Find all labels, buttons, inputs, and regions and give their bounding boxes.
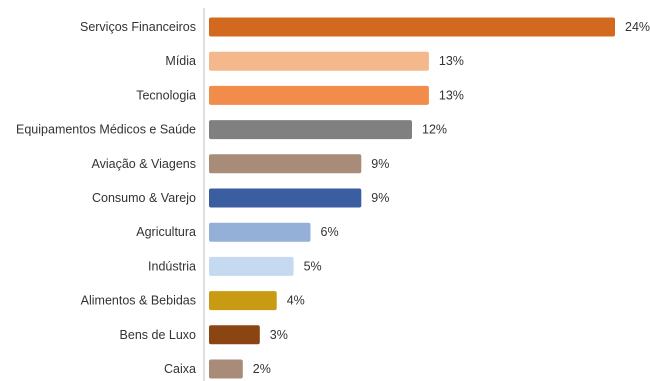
category-label-3: Equipamentos Médicos e Saúde (16, 123, 196, 137)
category-labels-group: Serviços Financeiros Mídia Tecnologia Equip… (16, 20, 196, 376)
category-label-6: Agricultura (136, 225, 196, 239)
bar-9 (209, 325, 260, 345)
category-label-9: Bens de Luxo (120, 328, 196, 342)
bar-1 (209, 51, 429, 71)
value-label-5: 9% (371, 191, 389, 205)
value-label-1: 13% (439, 54, 464, 68)
category-label-7: Indústria (148, 259, 196, 273)
category-label-2: Tecnologia (136, 88, 196, 102)
value-label-9: 3% (270, 328, 288, 342)
value-label-6: 6% (321, 225, 339, 239)
bar-10 (209, 359, 243, 379)
bar-8 (209, 291, 277, 311)
category-label-0: Serviços Financeiros (80, 20, 196, 34)
value-label-7: 5% (304, 259, 322, 273)
bar-7 (209, 256, 294, 276)
value-label-2: 13% (439, 88, 464, 102)
bar-6 (209, 222, 311, 242)
bar-4 (209, 154, 362, 174)
category-label-5: Consumo & Varejo (92, 191, 196, 205)
category-label-8: Alimentos & Bebidas (81, 294, 196, 308)
value-label-0: 24% (625, 20, 650, 34)
value-label-8: 4% (287, 294, 305, 308)
bar-2 (209, 85, 429, 105)
bars-group (209, 17, 615, 379)
value-labels-group: 24% 13% 13% 12% 9% 9% 6% 5% 4% 3% 2% (253, 20, 650, 376)
value-label-4: 9% (371, 157, 389, 171)
bar-3 (209, 120, 412, 140)
bar-0 (209, 17, 615, 37)
bar-5 (209, 188, 362, 208)
value-label-10: 2% (253, 362, 271, 376)
category-label-1: Mídia (165, 54, 196, 68)
category-label-10: Caixa (164, 362, 196, 376)
category-label-4: Aviação & Viagens (92, 157, 196, 171)
value-label-3: 12% (422, 123, 447, 137)
